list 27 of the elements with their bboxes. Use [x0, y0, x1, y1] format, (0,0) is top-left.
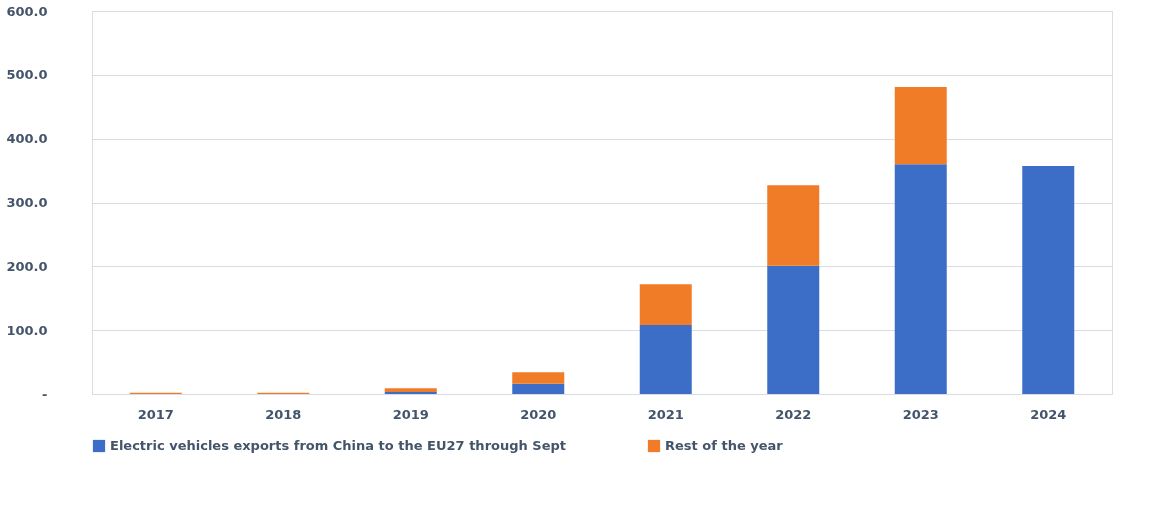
bar — [1022, 166, 1075, 394]
y-tick-label: 300.0 — [6, 195, 48, 210]
bar — [512, 372, 565, 384]
x-tick-label: 2018 — [265, 406, 302, 422]
x-tick-label: 2024 — [1030, 406, 1067, 422]
legend-label: Rest of the year — [665, 438, 784, 453]
bar — [767, 185, 820, 266]
x-tick-label: 2017 — [137, 406, 174, 422]
y-tick-label: 600.0 — [6, 3, 48, 19]
x-tick-label: 2019 — [392, 406, 429, 422]
y-tick-label: 500.0 — [6, 67, 48, 83]
y-tick-label: 400.0 — [6, 131, 48, 147]
y-tick-label: 100.0 — [6, 322, 48, 338]
bar — [639, 325, 692, 394]
x-tick-label: 2022 — [775, 406, 812, 422]
bar — [639, 284, 692, 326]
x-tick-label: 2020 — [520, 406, 557, 422]
legend-label: Electric vehicles exports from China to the EU27 through Sept — [110, 438, 567, 453]
y-tick-label: 200.0 — [6, 258, 48, 274]
bar — [767, 265, 820, 394]
x-tick-label: 2021 — [647, 406, 684, 422]
bar — [384, 388, 437, 393]
y-tick-label: - — [42, 386, 48, 402]
x-tick-label: 2023 — [902, 406, 939, 422]
bar — [512, 383, 565, 394]
bar — [894, 86, 947, 165]
bar — [894, 164, 947, 394]
